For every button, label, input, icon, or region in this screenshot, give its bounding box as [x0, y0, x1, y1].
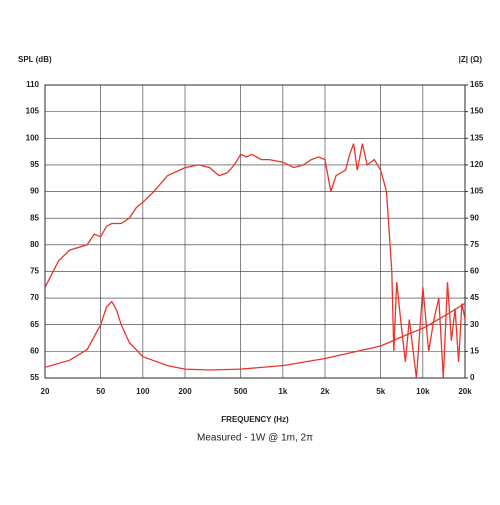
- y-tick-label: 100: [26, 133, 40, 142]
- series-line: [45, 143, 465, 378]
- x-tick-label: 100: [136, 387, 150, 396]
- y2-axis-label: |Z| (Ω): [459, 55, 483, 64]
- y-tick-label: 105: [26, 107, 40, 116]
- x-tick-label: 200: [178, 387, 192, 396]
- y2-tick-label: 0: [470, 373, 475, 382]
- y-tick-label: 80: [30, 240, 39, 249]
- y-tick-label: 90: [30, 187, 39, 196]
- x-tick-label: 500: [234, 387, 248, 396]
- y2-tick-label: 90: [470, 213, 479, 222]
- x-tick-label: 20k: [458, 387, 472, 396]
- y-tick-label: 55: [30, 373, 39, 382]
- x-tick-label: 50: [96, 387, 105, 396]
- y-tick-label: 65: [30, 320, 39, 329]
- subtitle: Measured - 1W @ 1m, 2π: [197, 433, 313, 444]
- y2-tick-label: 165: [470, 80, 484, 89]
- y2-tick-label: 105: [470, 187, 484, 196]
- x-axis-label: FREQUENCY (Hz): [221, 415, 289, 424]
- y2-tick-label: 150: [470, 107, 484, 116]
- series-line: [45, 300, 465, 371]
- y2-tick-label: 120: [470, 160, 484, 169]
- x-tick-label: 2k: [321, 387, 330, 396]
- y-tick-label: 75: [30, 267, 39, 276]
- x-tick-label: 1k: [278, 387, 287, 396]
- y2-tick-label: 135: [470, 133, 484, 142]
- y2-tick-label: 15: [470, 346, 479, 355]
- y-tick-label: 95: [30, 160, 39, 169]
- y-tick-label: 70: [30, 293, 39, 302]
- x-tick-label: 10k: [416, 387, 430, 396]
- y-axis-label: SPL (dB): [18, 55, 52, 64]
- y2-tick-label: 60: [470, 267, 479, 276]
- x-tick-label: 5k: [376, 387, 385, 396]
- y-tick-label: 60: [30, 346, 39, 355]
- y2-tick-label: 45: [470, 293, 479, 302]
- y-tick-label: 85: [30, 213, 39, 222]
- y2-tick-label: 75: [470, 240, 479, 249]
- x-tick-label: 20: [41, 387, 50, 396]
- y-tick-label: 110: [26, 80, 39, 89]
- y2-tick-label: 30: [470, 320, 479, 329]
- plot-lines: [45, 143, 465, 378]
